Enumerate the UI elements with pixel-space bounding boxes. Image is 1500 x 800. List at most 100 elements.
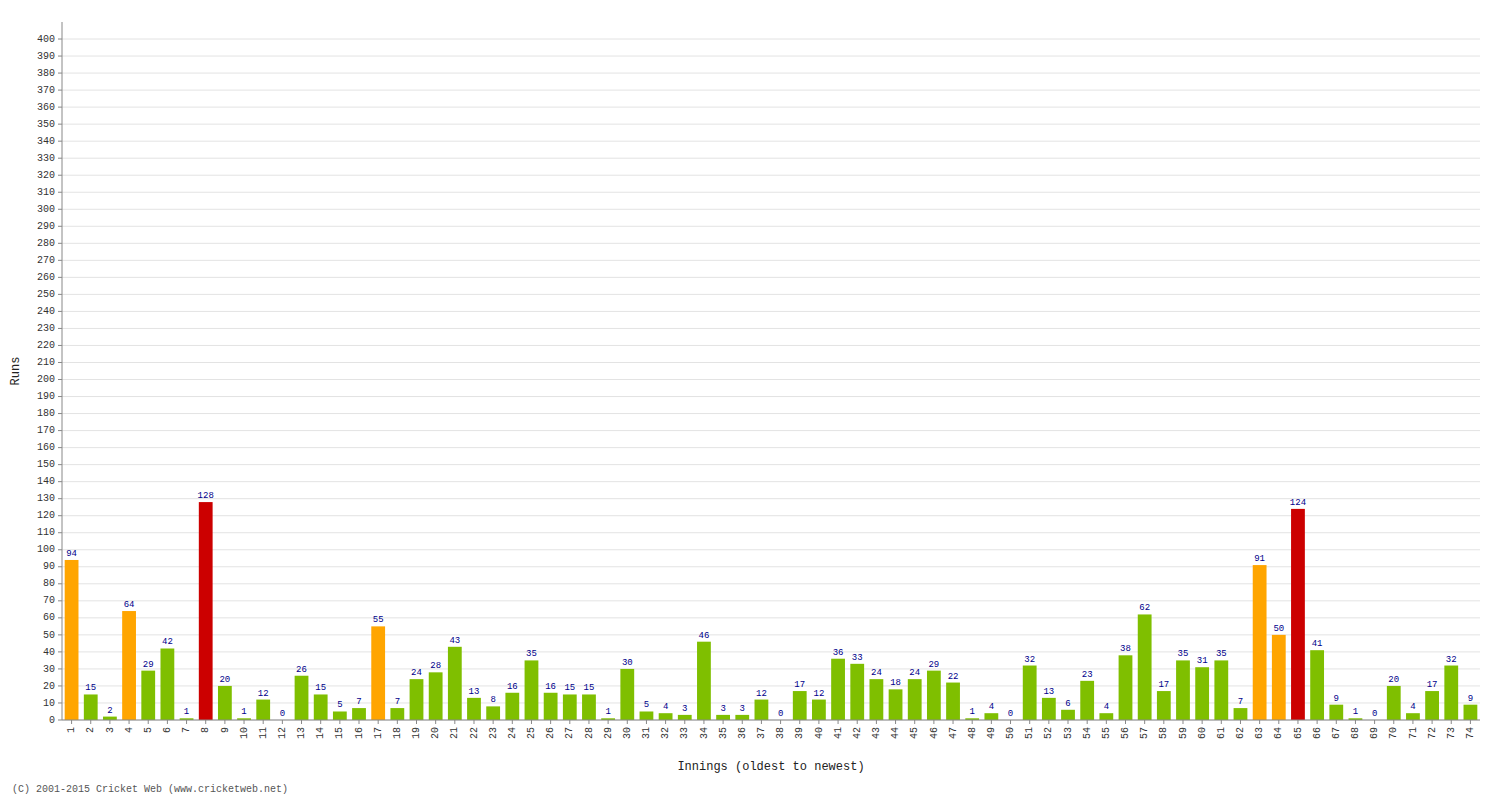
data-label: 1 [605,707,610,717]
y-tick [58,617,62,618]
chart-container: 0102030405060708090100110120130140150160… [0,0,1500,800]
x-tick [1068,720,1069,724]
grid-line [62,345,1480,346]
y-tick [58,379,62,380]
data-label: 12 [813,689,824,699]
x-tick-label: 40 [814,727,825,739]
y-tick [58,90,62,91]
x-tick [435,720,436,724]
bar [1176,660,1190,720]
x-tick [1144,720,1145,724]
grid-line [62,39,1480,40]
x-tick-label: 29 [603,727,614,739]
data-label: 124 [1290,498,1306,508]
y-tick-label: 250 [37,289,55,300]
x-tick [473,720,474,724]
y-tick-label: 200 [37,374,55,385]
y-tick-label: 60 [43,612,55,623]
data-label: 50 [1273,624,1284,634]
y-tick [58,243,62,244]
x-tick-label: 19 [411,727,422,739]
x-tick-label: 22 [469,727,480,739]
y-tick-label: 270 [37,255,55,266]
data-label: 24 [909,668,920,678]
y-tick-label: 210 [37,357,55,368]
bar [1080,681,1094,720]
x-tick-label: 6 [162,727,173,733]
bar [1061,710,1075,720]
x-tick-label: 9 [220,727,231,733]
x-tick-label: 13 [296,727,307,739]
bar [1253,565,1267,720]
x-tick [1010,720,1011,724]
y-tick-label: 80 [43,578,55,589]
data-label: 0 [778,709,783,719]
x-tick [493,720,494,724]
x-tick-label: 60 [1197,727,1208,739]
data-label: 31 [1197,656,1208,666]
grid-line [62,566,1480,567]
data-label: 12 [756,689,767,699]
x-tick [205,720,206,724]
grid-line [62,396,1480,397]
bar [352,708,366,720]
y-tick-label: 100 [37,544,55,555]
x-tick-label: 61 [1216,727,1227,739]
bar [84,694,98,720]
data-label: 9 [1334,694,1339,704]
x-tick-label: 1 [66,727,77,733]
data-label: 15 [584,683,595,693]
x-tick [320,720,321,724]
data-label: 22 [948,672,959,682]
bar [850,664,864,720]
y-tick-label: 10 [43,698,55,709]
x-axis-title: Innings (oldest to newest) [677,760,864,774]
bar [218,686,232,720]
grid-line [62,583,1480,584]
data-label: 7 [356,697,361,707]
x-tick [109,720,110,724]
x-tick [799,720,800,724]
bar [122,611,136,720]
data-label: 38 [1120,644,1131,654]
x-tick [646,720,647,724]
y-tick-label: 260 [37,272,55,283]
x-tick-label: 2 [85,727,96,733]
y-tick [58,498,62,499]
bar [486,706,500,720]
y-tick [58,651,62,652]
bar [199,502,213,720]
bar [505,693,519,720]
y-tick-label: 290 [37,221,55,232]
x-tick [703,720,704,724]
x-tick-label: 26 [545,727,556,739]
x-tick [857,720,858,724]
data-label: 94 [66,549,77,559]
x-tick-label: 4 [124,727,135,733]
x-tick [1432,720,1433,724]
x-tick [186,720,187,724]
data-label: 1 [969,707,974,717]
grid-line [62,498,1480,499]
y-tick-label: 300 [37,204,55,215]
x-tick [761,720,762,724]
x-tick-label: 70 [1388,727,1399,739]
x-tick [1451,720,1452,724]
x-tick-label: 59 [1178,727,1189,739]
x-tick [665,720,666,724]
grid-line [62,685,1480,686]
x-tick-label: 50 [1005,727,1016,739]
y-tick-label: 240 [37,306,55,317]
grid-line [62,668,1480,669]
data-label: 4 [989,702,994,712]
y-tick [58,158,62,159]
x-tick-label: 23 [488,727,499,739]
y-tick-label: 140 [37,476,55,487]
grid-line [62,226,1480,227]
x-tick-label: 67 [1331,727,1342,739]
grid-line [62,277,1480,278]
y-axis-title: Runs [9,357,23,386]
y-tick-label: 150 [37,459,55,470]
bar [1214,660,1228,720]
data-label: 23 [1082,670,1093,680]
